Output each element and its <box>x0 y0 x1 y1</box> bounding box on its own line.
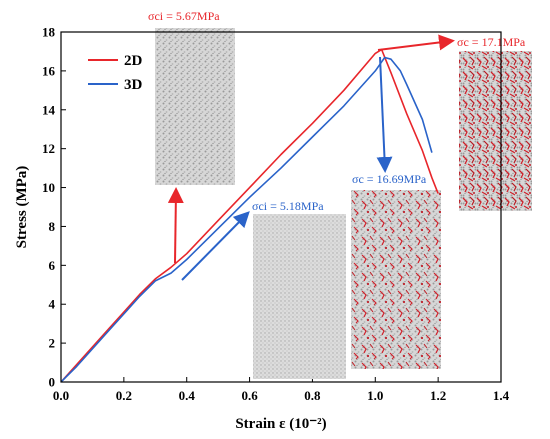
series-line-3d <box>60 56 433 383</box>
annotation-3d-peak: σc = 16.69MPa <box>352 172 427 186</box>
y-tick-label: 6 <box>49 258 56 273</box>
arrow-3d-crack-initiation <box>181 211 250 281</box>
micrograph-3d-crack-initiation <box>253 214 346 379</box>
y-tick-label: 18 <box>42 25 56 40</box>
y-tick-label: 8 <box>49 219 56 234</box>
micrograph-2d-peak <box>459 51 532 211</box>
series-layer <box>60 48 439 383</box>
x-tick-label: 0.6 <box>241 388 258 403</box>
y-tick-label: 0 <box>49 375 56 390</box>
x-tick-label: 0.2 <box>116 388 132 403</box>
x-tick-label: 1.4 <box>493 388 510 403</box>
annotation-layer: σci = 5.67MPa σci = 5.18MPa σc = 16.69MP… <box>148 9 526 281</box>
x-tick-label: 0.8 <box>304 388 321 403</box>
x-axis-title: Strain ε (10⁻²) <box>235 416 326 432</box>
y-tick-label: 10 <box>42 180 55 195</box>
x-tick-label: 1.2 <box>430 388 446 403</box>
legend-label-3d: 3D <box>124 77 143 93</box>
annotation-2d-peak: σc = 17.1MPa <box>457 35 526 49</box>
series-line-2d <box>60 48 439 383</box>
y-tick-label: 4 <box>49 297 56 312</box>
y-axis-title: Stress (MPa) <box>14 166 30 249</box>
y-tick-label: 16 <box>42 63 56 78</box>
y-tick-label: 12 <box>42 141 55 156</box>
y-tick-label: 2 <box>49 336 56 351</box>
x-tick-label: 0.4 <box>179 388 196 403</box>
arrow-3d-peak <box>376 56 393 173</box>
micrograph-2d-crack-initiation <box>155 28 235 185</box>
x-tick-label: 0.0 <box>53 388 69 403</box>
micrograph-3d-peak <box>351 190 441 369</box>
legend-label-2d: 2D <box>124 53 143 69</box>
annotation-3d-crack-initiation: σci = 5.18MPa <box>252 199 324 213</box>
tick-layer: 0.0 0.2 0.4 0.6 0.8 1.0 1.2 1.4 0 2 4 6 8 10 12 14 16 18 <box>42 25 510 404</box>
legend: 2D 3D <box>88 53 143 93</box>
annotation-2d-crack-initiation: σci = 5.67MPa <box>148 9 220 23</box>
plot-frame <box>60 31 502 383</box>
x-tick-label: 1.0 <box>367 388 383 403</box>
arrow-2d-peak <box>377 34 455 51</box>
arrow-2d-crack-initiation <box>167 187 184 264</box>
y-tick-label: 14 <box>42 102 56 117</box>
micrograph-layer <box>155 28 532 379</box>
